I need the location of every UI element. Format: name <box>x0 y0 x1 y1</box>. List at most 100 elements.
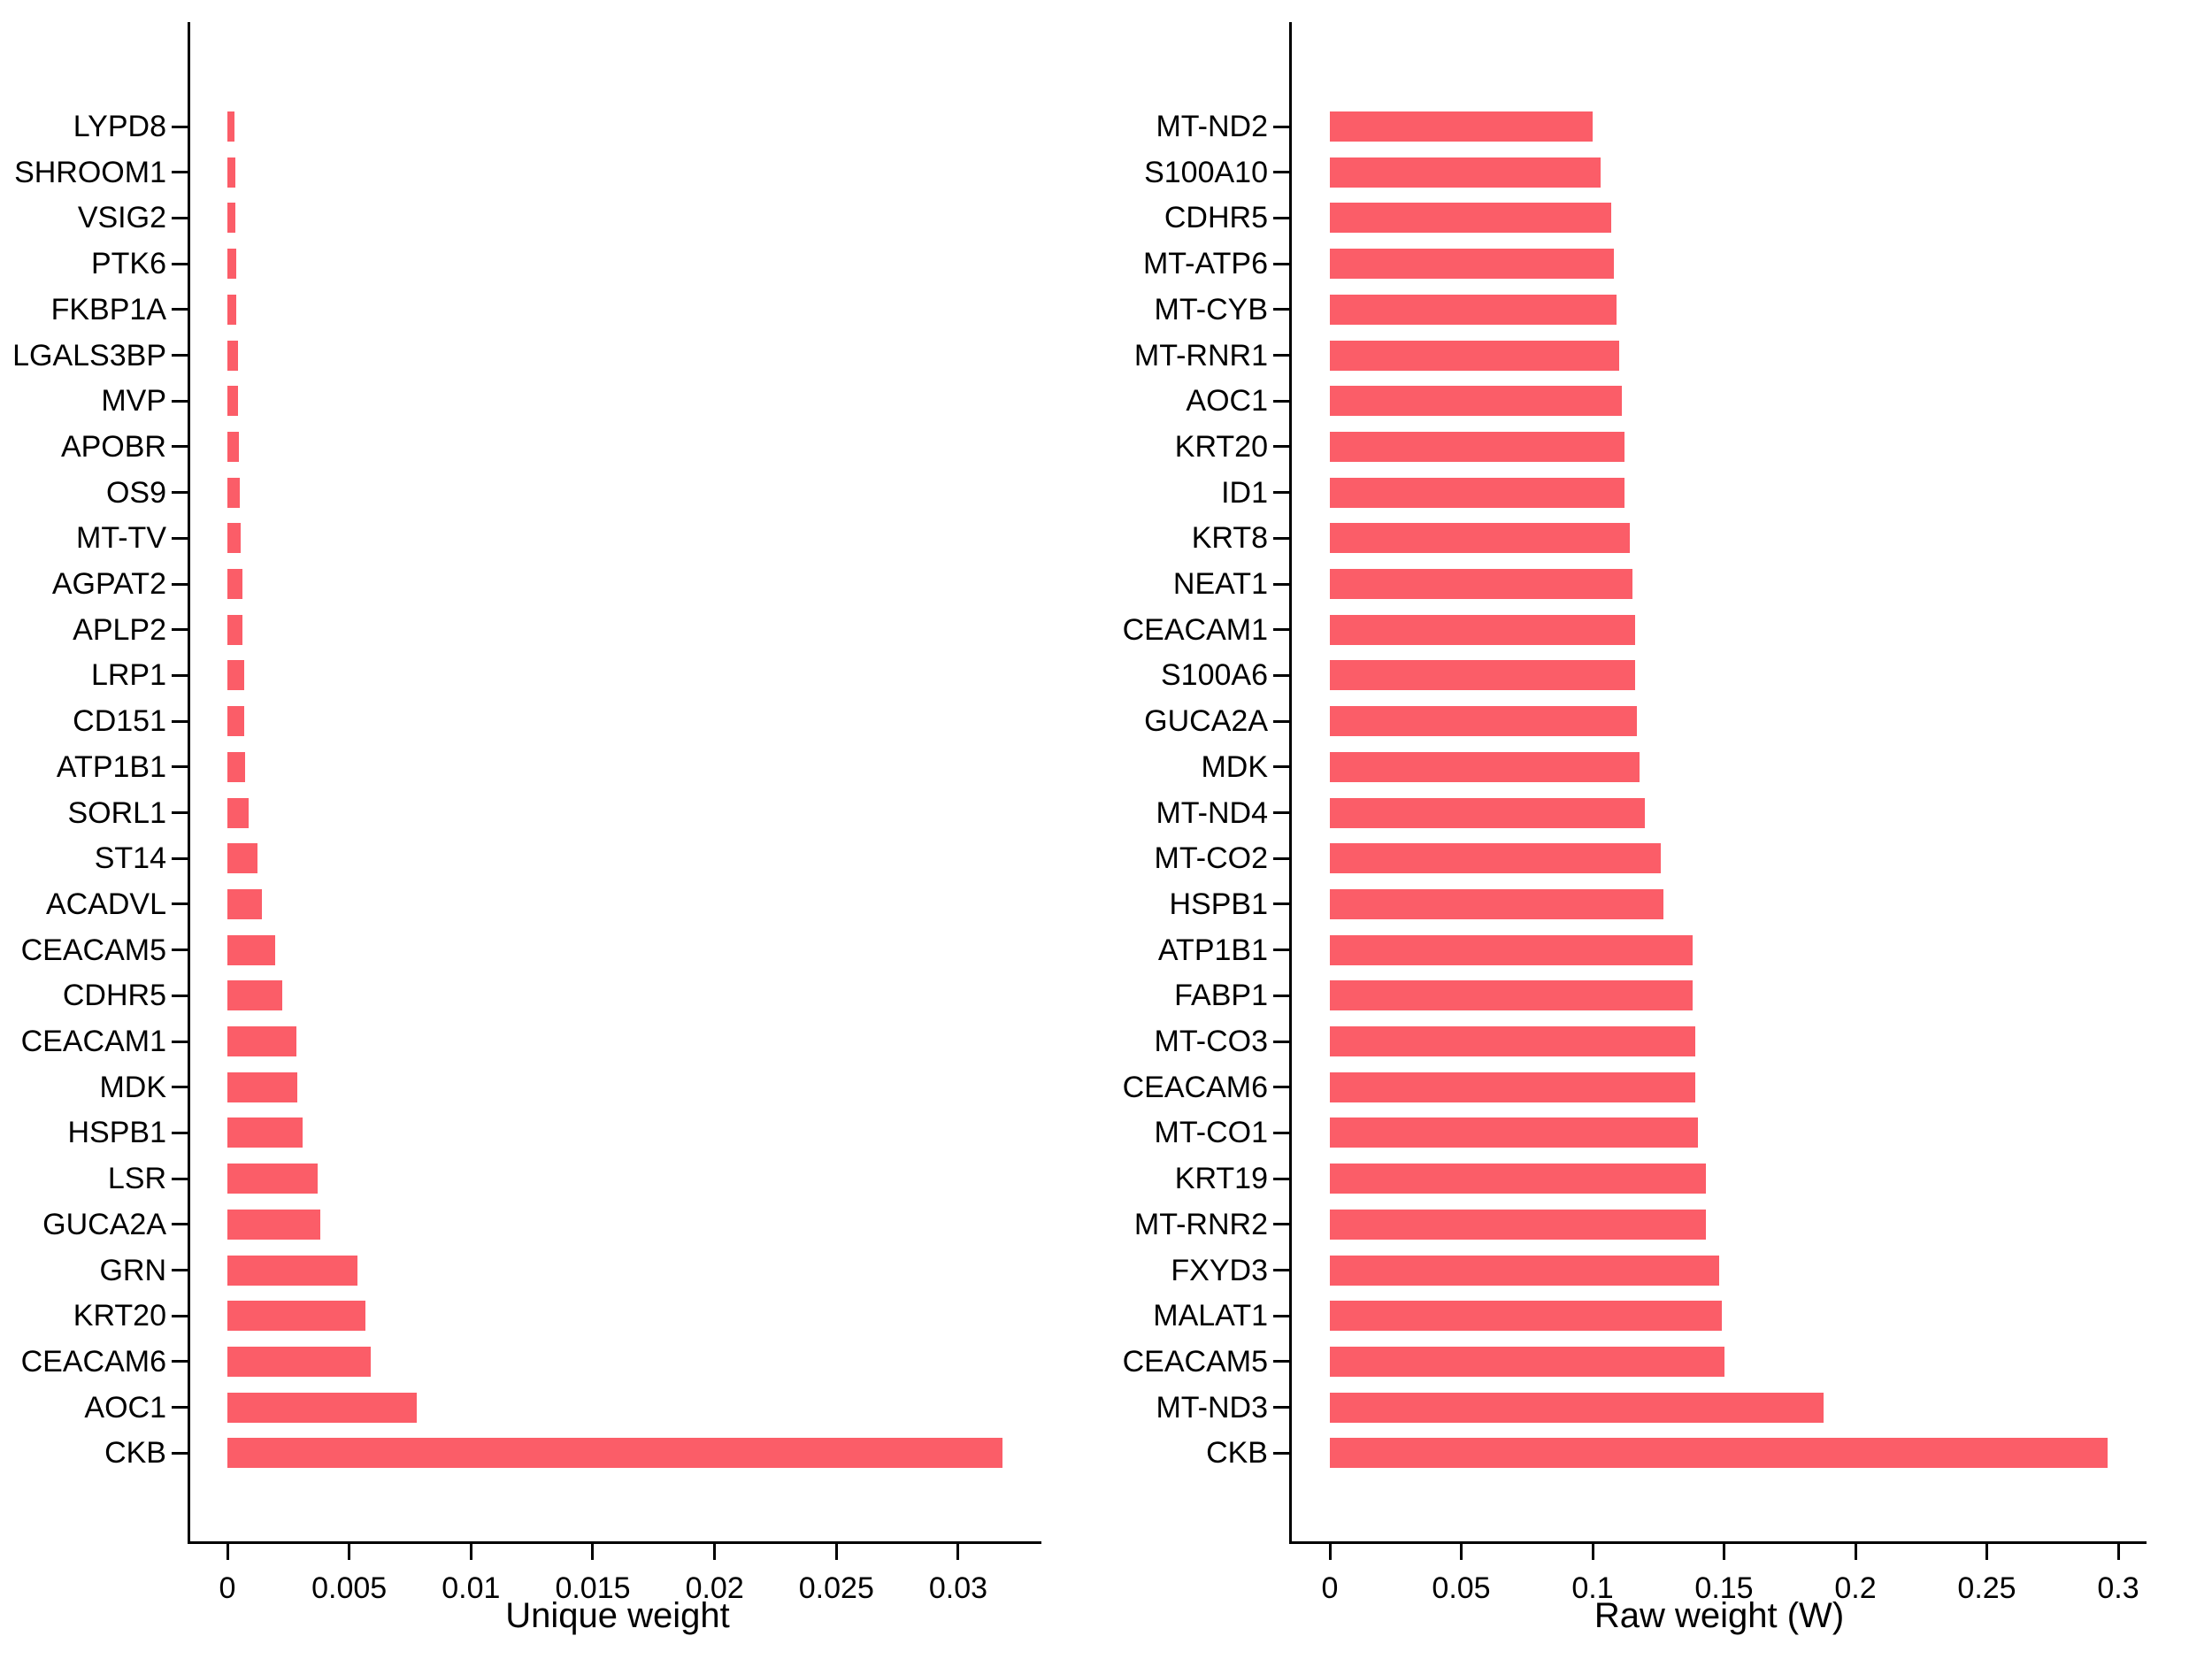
y-tick-mark <box>172 125 188 128</box>
bar-KRT19 <box>1330 1164 1706 1194</box>
y-tick-mark <box>1273 308 1289 311</box>
category-label-SHROOM1: SHROOM1 <box>14 155 166 189</box>
y-tick-mark <box>1273 1360 1289 1363</box>
category-label-MVP: MVP <box>101 384 166 419</box>
category-label-FXYD3: FXYD3 <box>1171 1253 1268 1287</box>
category-label-KRT8: KRT8 <box>1191 521 1268 556</box>
y-tick-mark <box>1273 354 1289 357</box>
bar-CDHR5 <box>227 980 282 1011</box>
x-tick-label: 0.02 <box>685 1571 744 1605</box>
category-label-MT-RNR1: MT-RNR1 <box>1133 338 1268 373</box>
y-tick-mark <box>172 171 188 174</box>
y-tick-mark <box>1273 719 1289 723</box>
bar-AOC1 <box>227 1392 417 1423</box>
y-tick-mark <box>1273 262 1289 265</box>
category-label-CEACAM1: CEACAM1 <box>20 1025 166 1058</box>
x-axis-title-unique-weight: Unique weight <box>505 1596 730 1635</box>
bar-MT-CYB <box>1330 294 1617 325</box>
bar-SORL1 <box>227 797 249 828</box>
bar-CD151 <box>227 706 244 737</box>
y-tick-mark <box>172 1451 188 1455</box>
category-label-APOBR: APOBR <box>60 429 166 464</box>
category-label-CDHR5: CDHR5 <box>62 979 166 1013</box>
bar-MT-ND4 <box>1330 797 1646 828</box>
x-tick-label: 0.2 <box>1834 1571 1877 1605</box>
y-tick-mark <box>172 949 188 952</box>
bar-GUCA2A <box>1330 706 1638 737</box>
category-label-S100A10: S100A10 <box>1144 155 1268 189</box>
category-label-OS9: OS9 <box>105 475 166 510</box>
category-label-MT-CYB: MT-CYB <box>1154 292 1268 326</box>
category-label-CEACAM1: CEACAM1 <box>1122 612 1268 647</box>
bar-ST14 <box>227 843 257 874</box>
y-tick-mark <box>172 1406 188 1409</box>
bar-MT-RNR1 <box>1330 340 1619 371</box>
bar-MT-ATP6 <box>1330 249 1614 280</box>
y-tick-mark <box>172 491 188 495</box>
x-tick-mark <box>1854 1544 1857 1560</box>
bar-NEAT1 <box>1330 569 1632 599</box>
category-label-SORL1: SORL1 <box>67 795 167 830</box>
category-label-APLP2: APLP2 <box>73 612 166 647</box>
y-tick-mark <box>172 1040 188 1043</box>
x-tick-label: 0.01 <box>442 1571 501 1605</box>
bar-ATP1B1 <box>227 751 246 782</box>
x-tick-mark <box>1460 1544 1463 1560</box>
bar-CEACAM5 <box>1330 1346 1724 1377</box>
bar-MDK <box>227 1071 298 1102</box>
y-tick-mark <box>1273 811 1289 814</box>
y-tick-mark <box>1273 1131 1289 1134</box>
y-tick-mark <box>172 399 188 403</box>
y-axis-spine <box>1289 22 1292 1544</box>
y-tick-mark <box>1273 171 1289 174</box>
category-label-ST14: ST14 <box>94 841 166 876</box>
bar-LSR <box>227 1164 318 1194</box>
x-tick-label: 0 <box>1321 1571 1339 1605</box>
y-tick-mark <box>1273 445 1289 449</box>
y-tick-mark <box>172 1269 188 1271</box>
x-tick-mark <box>1591 1544 1594 1560</box>
category-label-ACADVL: ACADVL <box>45 887 166 921</box>
category-label-LGALS3BP: LGALS3BP <box>12 338 166 373</box>
category-label-CD151: CD151 <box>73 704 166 739</box>
bar-AGPAT2 <box>227 569 243 599</box>
y-tick-mark <box>172 1223 188 1226</box>
category-label-ATP1B1: ATP1B1 <box>1157 933 1268 967</box>
y-tick-mark <box>172 1360 188 1363</box>
x-tick-label: 0.1 <box>1571 1571 1614 1605</box>
y-tick-mark <box>1273 673 1289 677</box>
category-label-AOC1: AOC1 <box>1186 384 1268 419</box>
category-label-FABP1: FABP1 <box>1174 979 1268 1013</box>
category-label-CDHR5: CDHR5 <box>1164 201 1268 235</box>
y-tick-mark <box>172 902 188 906</box>
category-label-ATP1B1: ATP1B1 <box>56 749 166 784</box>
x-tick-mark <box>226 1544 229 1560</box>
category-label-VSIG2: VSIG2 <box>77 201 166 235</box>
bar-MT-CO2 <box>1330 843 1662 874</box>
bar-MT-CO3 <box>1330 1026 1695 1056</box>
y-tick-mark <box>172 216 188 219</box>
y-tick-mark <box>1273 536 1289 540</box>
bar-FKBP1A <box>227 294 237 325</box>
y-tick-mark <box>172 811 188 814</box>
bar-CEACAM6 <box>227 1346 372 1377</box>
x-tick-mark <box>591 1544 595 1560</box>
category-label-NEAT1: NEAT1 <box>1172 567 1268 601</box>
bar-CEACAM6 <box>1330 1071 1695 1102</box>
category-label-KRT20: KRT20 <box>73 1299 166 1333</box>
category-label-ID1: ID1 <box>1221 475 1268 510</box>
y-tick-mark <box>172 354 188 357</box>
bar-S100A6 <box>1330 660 1635 691</box>
category-label-MT-ND2: MT-ND2 <box>1156 110 1268 143</box>
bar-LRP1 <box>227 660 244 691</box>
category-label-KRT19: KRT19 <box>1174 1162 1268 1196</box>
x-tick-mark <box>348 1544 351 1560</box>
bar-FXYD3 <box>1330 1255 1719 1286</box>
category-label-GUCA2A: GUCA2A <box>1144 704 1268 739</box>
category-label-PTK6: PTK6 <box>90 247 166 281</box>
bar-KRT8 <box>1330 523 1630 554</box>
y-tick-mark <box>1273 994 1289 997</box>
x-tick-mark <box>1328 1544 1332 1560</box>
bar-VSIG2 <box>227 203 236 234</box>
bar-KRT20 <box>227 1301 366 1332</box>
